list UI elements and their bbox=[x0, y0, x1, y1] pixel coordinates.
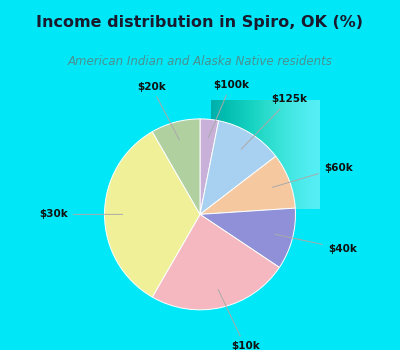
Text: Income distribution in Spiro, OK (%): Income distribution in Spiro, OK (%) bbox=[36, 15, 364, 29]
Text: $100k: $100k bbox=[208, 80, 249, 138]
Text: American Indian and Alaska Native residents: American Indian and Alaska Native reside… bbox=[68, 55, 332, 68]
Text: $40k: $40k bbox=[275, 234, 357, 254]
Wedge shape bbox=[200, 208, 296, 267]
Wedge shape bbox=[200, 156, 295, 214]
Wedge shape bbox=[152, 119, 200, 214]
Text: $60k: $60k bbox=[272, 163, 353, 187]
Wedge shape bbox=[152, 214, 279, 310]
Wedge shape bbox=[200, 119, 219, 214]
Text: $125k: $125k bbox=[241, 94, 308, 149]
Text: $20k: $20k bbox=[137, 82, 180, 140]
Text: $30k: $30k bbox=[39, 209, 123, 219]
Text: $10k: $10k bbox=[218, 289, 260, 350]
Wedge shape bbox=[104, 132, 200, 297]
Wedge shape bbox=[200, 121, 276, 214]
